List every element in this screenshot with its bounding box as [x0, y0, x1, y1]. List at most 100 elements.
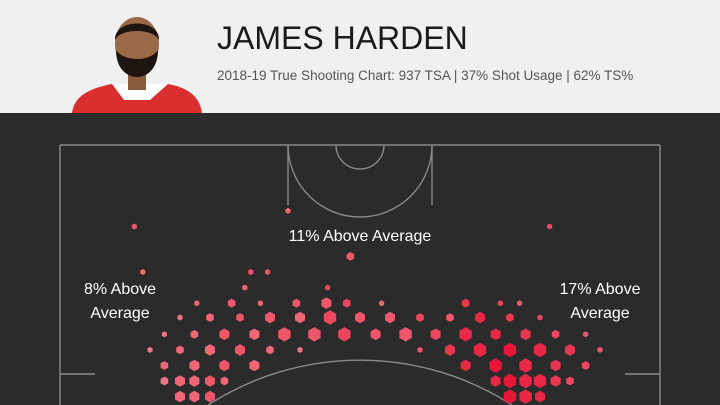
hex: [385, 311, 395, 324]
hex: [446, 313, 454, 322]
hex: [445, 344, 455, 356]
annotation-layer: 11% Above Average 8% Above Average 17% Abov…: [84, 228, 641, 322]
annotation: Average: [90, 305, 149, 322]
hex: [533, 373, 547, 389]
hex: [551, 329, 560, 339]
hex: [550, 359, 561, 372]
annotation: 17% Above: [560, 281, 641, 298]
hex: [175, 375, 185, 387]
hex: [537, 314, 543, 321]
hex: [430, 328, 441, 341]
court-background: [0, 113, 720, 405]
hex: [343, 298, 351, 308]
hex: [519, 389, 532, 404]
hex: [520, 328, 531, 341]
hex: [131, 223, 137, 230]
hex: [417, 346, 423, 353]
hex: [235, 344, 245, 356]
hex: [459, 327, 472, 342]
hex: [266, 345, 274, 355]
hex: [295, 311, 305, 324]
player-photo: [72, 17, 202, 113]
hex: [257, 300, 263, 307]
hex: [205, 390, 215, 403]
player-name: JAMES HARDEN: [217, 20, 468, 56]
hex: [416, 313, 424, 322]
hex: [338, 327, 351, 342]
hex: [565, 344, 575, 356]
hex: [248, 269, 254, 275]
hex: [265, 311, 275, 324]
hex: [497, 300, 503, 307]
hex: [147, 346, 153, 353]
hex: [461, 298, 470, 308]
hex: [161, 331, 167, 338]
hex: [503, 342, 517, 358]
hex: [297, 346, 303, 353]
hex: [242, 284, 248, 291]
hex: [533, 342, 547, 358]
hex: [473, 342, 487, 358]
hex: [278, 327, 291, 342]
hex: [308, 327, 321, 342]
hex: [205, 344, 215, 356]
hex: [519, 373, 532, 389]
hex: [321, 297, 332, 309]
hex: [220, 376, 229, 386]
hex: [506, 313, 514, 322]
hex: [517, 300, 523, 307]
hex: [292, 298, 301, 308]
hex: [189, 375, 200, 387]
hex: [379, 300, 385, 307]
hex: [249, 359, 260, 372]
hex: [583, 331, 589, 338]
hex: [249, 328, 260, 341]
hex-layer: [131, 207, 603, 404]
hex: [490, 328, 501, 341]
hex: [346, 252, 355, 261]
hex: [490, 375, 501, 387]
hex: [219, 328, 230, 341]
hex: [581, 361, 590, 370]
hex: [566, 376, 574, 386]
hex: [547, 223, 553, 230]
annotation: Average: [570, 305, 629, 322]
hex: [265, 269, 271, 275]
annotation: 11% Above Average: [289, 228, 432, 245]
hex: [177, 314, 183, 321]
hex: [176, 345, 184, 355]
hex: [535, 390, 545, 403]
hex: [460, 359, 471, 372]
hex: [206, 313, 214, 322]
hex: [285, 207, 291, 214]
hex: [189, 359, 200, 372]
court-lines: [59, 144, 661, 405]
hex: [325, 284, 331, 291]
hex: [503, 373, 517, 389]
hex: [355, 311, 365, 324]
hex: [399, 327, 412, 342]
hex: [160, 376, 169, 386]
hex: [489, 358, 502, 373]
hex: [370, 328, 381, 341]
hex: [219, 359, 230, 372]
subtitle: 2018-19 True Shooting Chart: 937 TSA | 3…: [217, 68, 633, 83]
hex: [236, 313, 244, 322]
hex: [175, 390, 185, 403]
hex: [227, 298, 236, 308]
hex: [503, 389, 517, 404]
hex: [475, 311, 485, 324]
hex: [597, 346, 603, 353]
hex: [189, 390, 200, 403]
hex: [194, 300, 200, 307]
hex: [205, 375, 215, 387]
annotation: 8% Above: [84, 281, 156, 298]
hex: [140, 269, 146, 275]
hex: [519, 358, 532, 373]
hex: [160, 361, 169, 370]
hex: [190, 329, 199, 339]
hex: [323, 310, 337, 325]
hex: [550, 375, 561, 387]
